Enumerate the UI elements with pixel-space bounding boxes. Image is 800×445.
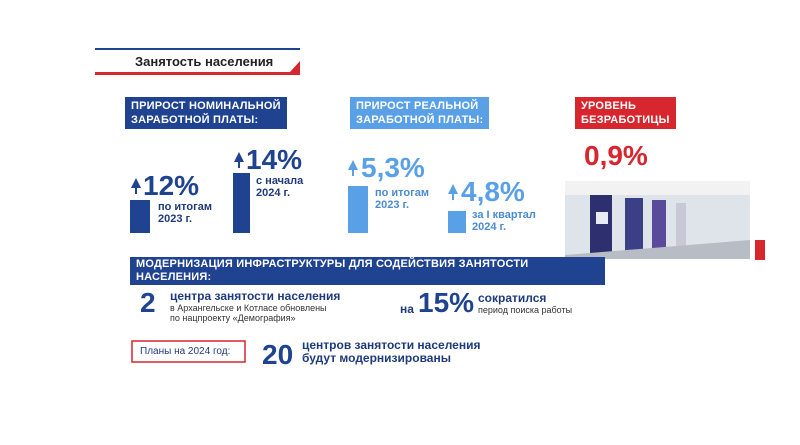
- stat-caption: за I квартал 2024 г.: [472, 209, 536, 233]
- number: 2: [140, 287, 156, 318]
- label-line: ЗАРАБОТНОЙ ПЛАТЫ:: [131, 114, 259, 126]
- detail-line: в Архангельске и Котласе обновлены: [170, 303, 327, 313]
- bar: [448, 211, 466, 233]
- prefix: на: [400, 302, 414, 316]
- title: Занятость населения: [135, 54, 274, 69]
- caption-line: 2024 г.: [256, 187, 291, 199]
- detail: в Архангельске и Котласе обновлены по нац…: [170, 303, 327, 323]
- caption-line: 2023 г.: [158, 213, 193, 225]
- stat-value: 12%: [143, 170, 200, 201]
- label-line: ПРИРОСТ НОМИНАЛЬНОЙ: [131, 100, 281, 112]
- stat-caption: по итогам 2023 г.: [158, 201, 212, 225]
- plans-text: центров занятости населения будут модерни…: [302, 339, 480, 365]
- stat-caption: с начала 2024 г.: [256, 175, 303, 199]
- label-line: ЗАРАБОТНОЙ ПЛАТЫ:: [356, 114, 484, 126]
- number: 15%: [418, 287, 475, 318]
- bar: [348, 186, 368, 233]
- label-line: ПРИРОСТ РЕАЛЬНОЙ: [356, 100, 479, 112]
- plans-label: Планы на 2024 год:: [140, 346, 231, 357]
- number: 20: [262, 339, 294, 370]
- caption-line: по итогам: [375, 187, 429, 199]
- detail-line: по нацпроекту «Демография»: [170, 313, 296, 323]
- caption-line: за I квартал: [472, 209, 536, 221]
- stat-caption: по итогам 2023 г.: [375, 187, 429, 211]
- caption-line: 2024 г.: [472, 221, 507, 233]
- headline: сократился: [478, 291, 547, 305]
- nominal-label: ПРИРОСТ НОМИНАЛЬНОЙ ЗАРАБОТНОЙ ПЛАТЫ:: [125, 97, 287, 129]
- bar: [130, 200, 150, 233]
- detail: период поиска работы: [478, 305, 573, 315]
- text-line: центров занятости населения: [302, 338, 481, 352]
- stat-value: 0,9%: [584, 140, 648, 171]
- banner: МОДЕРНИЗАЦИЯ ИНФРАСТРУКТУРЫ ДЛЯ СОДЕЙСТВ…: [130, 257, 605, 285]
- stat-value: 14%: [246, 144, 303, 175]
- unemployment-label: УРОВЕНЬ БЕЗРАБОТИЦЫ: [575, 97, 676, 129]
- headline: центра занятости населения: [170, 289, 341, 303]
- stat-value: 4,8%: [461, 176, 525, 207]
- caption-line: с начала: [256, 175, 304, 187]
- stat-value: 5,3%: [361, 152, 425, 183]
- caption-line: по итогам: [158, 201, 212, 213]
- label-line: БЕЗРАБОТИЦЫ: [581, 114, 670, 126]
- text-line: будут модернизированы: [302, 351, 451, 365]
- label-line: УРОВЕНЬ: [581, 100, 637, 112]
- real-label: ПРИРОСТ РЕАЛЬНОЙ ЗАРАБОТНОЙ ПЛАТЫ:: [350, 97, 490, 129]
- bar: [233, 173, 250, 233]
- caption-line: 2023 г.: [375, 199, 410, 211]
